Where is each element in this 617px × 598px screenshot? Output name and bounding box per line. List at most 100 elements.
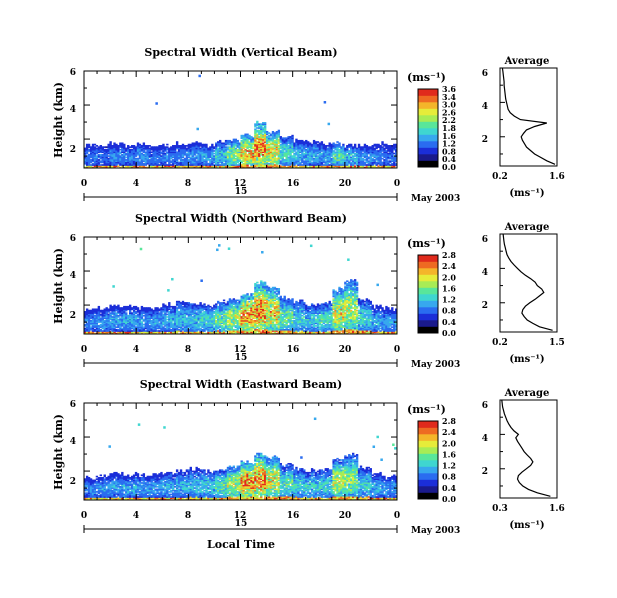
- heatmap-cell: [289, 156, 292, 159]
- heatmap-cell: [242, 162, 245, 165]
- heatmap-cell: [263, 148, 267, 151]
- heatmap-cell: [262, 122, 265, 124]
- heatmap-cell: [181, 156, 185, 159]
- heatmap-cell: [107, 322, 110, 325]
- heatmap-cell: [269, 164, 273, 166]
- heatmap-cell: [395, 157, 397, 160]
- heatmap-cell: [295, 157, 298, 160]
- heatmap-cell: [158, 159, 161, 161]
- heatmap-cell: [389, 165, 392, 168]
- heatmap-cell: [203, 156, 206, 159]
- heatmap-cell: [256, 136, 259, 138]
- heatmap-cell: [139, 247, 143, 251]
- heatmap-cell: [193, 162, 196, 165]
- heatmap-cell: [132, 162, 136, 165]
- heatmap-cell: [383, 166, 386, 168]
- heatmap-cell: [222, 321, 226, 323]
- heatmap-cell: [348, 165, 351, 168]
- heatmap-cell: [156, 330, 159, 332]
- heatmap-cell: [203, 326, 206, 329]
- heatmap-cell: [181, 317, 185, 320]
- heatmap-cell: [142, 142, 146, 145]
- heatmap-cell: [246, 305, 249, 308]
- heatmap-cell: [328, 164, 331, 166]
- heatmap-cell: [195, 157, 198, 160]
- heatmap-cell: [97, 309, 101, 312]
- heatmap-cell: [175, 322, 179, 325]
- heatmap-northward: [84, 244, 397, 334]
- heatmap-cell: [209, 313, 212, 316]
- heatmap-cell: [218, 146, 222, 148]
- heatmap-cell: [127, 147, 130, 150]
- heatmap-cell: [173, 321, 177, 323]
- heatmap-cell: [84, 166, 87, 168]
- heatmap-cell: [287, 161, 290, 164]
- heatmap-cell: [262, 147, 265, 150]
- heatmap-cell: [207, 332, 210, 334]
- heatmap-cell: [123, 164, 126, 166]
- heatmap-cell: [220, 148, 224, 151]
- heatmap-cell: [136, 330, 140, 332]
- heatmap-cell: [197, 161, 200, 164]
- heatmap-cell: [340, 157, 343, 160]
- heatmap-cell: [136, 151, 140, 154]
- heatmap-cell: [175, 323, 179, 326]
- heatmap-cell: [189, 316, 192, 318]
- heatmap-cell: [226, 141, 230, 143]
- heatmap-cell: [222, 155, 226, 157]
- heatmap-cell: [332, 161, 335, 164]
- heatmap-cell: [226, 143, 230, 146]
- colorbar-unit: (ms⁻¹): [407, 71, 446, 84]
- heatmap-cell: [305, 166, 308, 168]
- heatmap-cell: [324, 160, 327, 163]
- heatmap-cell: [164, 148, 167, 151]
- heatmap-cell: [175, 155, 179, 157]
- heatmap-cell: [123, 157, 126, 160]
- heatmap-cell: [228, 321, 232, 323]
- heatmap-cell: [152, 312, 155, 314]
- heatmap-cell: [99, 146, 103, 148]
- heatmap-cell: [160, 312, 163, 314]
- heatmap-cell: [185, 308, 189, 311]
- heatmap-cell: [367, 165, 371, 168]
- heatmap-cell: [275, 139, 279, 142]
- heatmap-cell: [220, 327, 224, 330]
- heatmap-cell: [185, 317, 189, 320]
- heatmap-cell: [93, 312, 97, 314]
- heatmap-cell: [330, 150, 333, 152]
- heatmap-cell: [373, 165, 376, 168]
- heatmap-cell: [285, 147, 288, 150]
- heatmap-cell: [357, 151, 361, 154]
- heatmap-cell: [97, 308, 101, 311]
- heatmap-cell: [185, 156, 189, 159]
- heatmap-cell: [109, 166, 112, 168]
- heatmap-cell: [273, 148, 277, 151]
- heatmap-cell: [338, 152, 341, 155]
- heatmap-cell: [332, 160, 335, 163]
- heatmap-cell: [101, 332, 104, 334]
- heatmap-cell: [318, 161, 322, 164]
- heatmap-cell: [172, 152, 175, 155]
- heatmap-cell: [148, 308, 151, 311]
- heatmap-cell: [254, 164, 257, 166]
- heatmap-cell: [203, 147, 206, 150]
- heatmap-cell: [275, 133, 279, 136]
- heatmap-cell: [336, 146, 339, 148]
- heatmap-cell: [248, 157, 251, 160]
- heatmap-cell: [197, 304, 200, 307]
- heatmap-cell: [203, 314, 206, 317]
- average-y-tick: 6: [482, 69, 488, 79]
- heatmap-cell: [377, 165, 380, 168]
- heatmap-cell: [211, 146, 214, 148]
- heatmap-cell: [250, 152, 253, 155]
- heatmap-cell: [172, 161, 175, 164]
- heatmap-cell: [172, 313, 175, 316]
- heatmap-cell: [158, 331, 161, 334]
- heatmap-cell: [119, 146, 122, 148]
- heatmap-cell: [156, 314, 159, 317]
- heatmap-cell: [85, 322, 89, 325]
- heatmap-cell: [119, 160, 122, 163]
- heatmap-cell: [119, 166, 122, 168]
- heatmap-cell: [263, 129, 267, 132]
- heatmap-cell: [273, 151, 277, 154]
